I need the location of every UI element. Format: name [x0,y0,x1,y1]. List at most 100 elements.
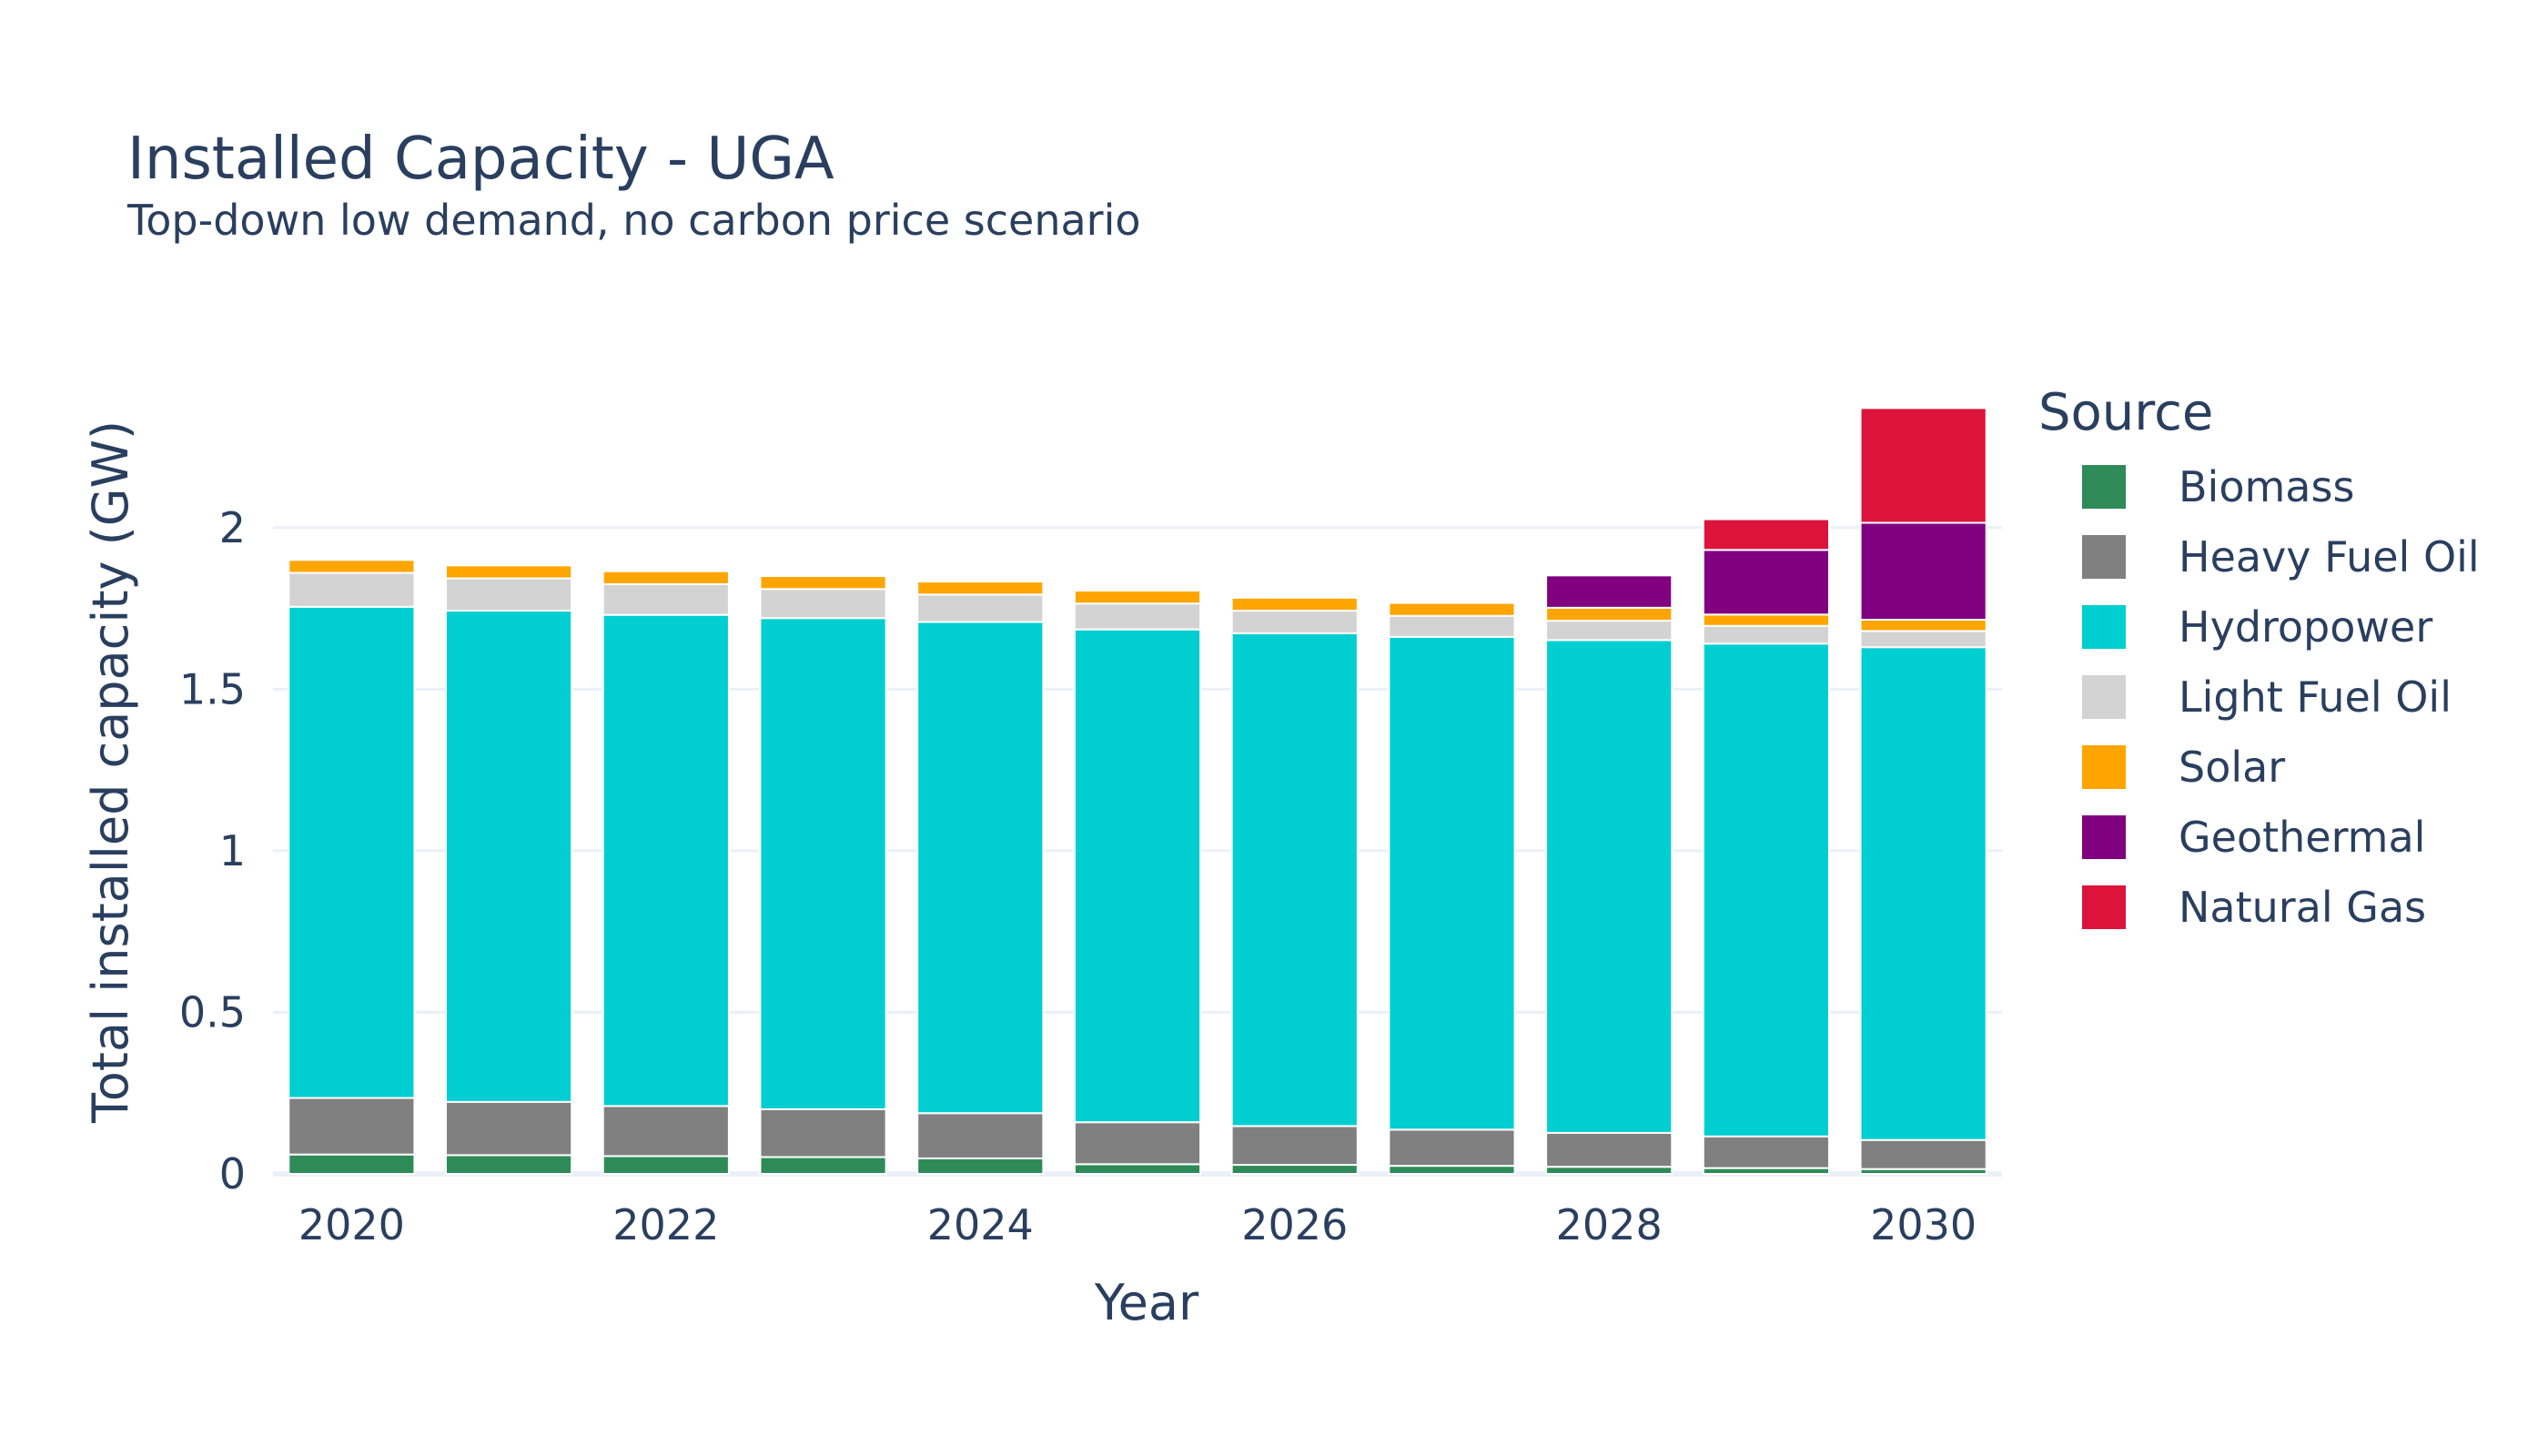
bar-segment-biomass[interactable] [1388,1165,1516,1175]
bar-segment-light-fuel-oil[interactable] [288,571,416,608]
y-tick-label: 1.5 [179,664,246,713]
bar-segment-heavy-fuel-oil[interactable] [1702,1135,1831,1169]
bar-segment-solar[interactable] [1230,596,1359,612]
legend-swatch [2082,885,2126,929]
bars[interactable] [288,407,1987,1175]
bar-segment-heavy-fuel-oil[interactable] [1388,1128,1516,1168]
bar-stack-2021[interactable] [445,564,573,1175]
bar-stack-2022[interactable] [602,570,730,1175]
bar-segment-light-fuel-oil[interactable] [1388,614,1516,638]
bar-segment-heavy-fuel-oil[interactable] [1073,1121,1202,1166]
bar-segment-geothermal[interactable] [1859,521,1987,621]
bar-segment-biomass[interactable] [916,1157,1045,1175]
bar-segment-heavy-fuel-oil[interactable] [1545,1131,1673,1168]
bar-segment-hydropower[interactable] [1230,632,1359,1127]
legend: Source Biomass Heavy Fuel Oil Hydropower Li… [2038,383,2480,932]
bar-segment-solar[interactable] [288,559,416,574]
bar-stack-2025[interactable] [1073,590,1202,1175]
bar-segment-hydropower[interactable] [602,613,730,1107]
bar-segment-hydropower[interactable] [1859,646,1987,1141]
legend-items: Biomass Heavy Fuel Oil Hydropower Light Fue… [2082,462,2480,932]
bar-segment-solar[interactable] [1859,619,1987,632]
bar-segment-solar[interactable] [759,575,887,591]
x-axis-ticks: 2020 2022 2024 2026 2028 2030 [298,1200,1977,1249]
bar-segment-solar[interactable] [602,570,730,585]
y-axis-ticks: 0 0.5 1 1.5 2 [179,503,246,1198]
x-tick-label: 2026 [1241,1200,1348,1249]
bar-segment-hydropower[interactable] [288,605,416,1099]
bar-segment-geothermal[interactable] [1702,549,1831,616]
bar-segment-light-fuel-oil[interactable] [445,577,573,612]
bar-segment-light-fuel-oil[interactable] [1230,610,1359,634]
bar-segment-biomass[interactable] [1545,1166,1673,1175]
legend-label: Biomass [2179,462,2354,511]
bar-segment-geothermal[interactable] [1545,574,1673,609]
bar-segment-light-fuel-oil[interactable] [1702,624,1831,645]
bar-segment-natural-gas[interactable] [1859,407,1987,524]
legend-item-hydropower[interactable]: Hydropower [2082,602,2432,652]
legend-item-biomass[interactable]: Biomass [2082,462,2354,511]
legend-item-heavy-fuel-oil[interactable]: Heavy Fuel Oil [2082,532,2480,581]
chart-subtitle: Top-down low demand, no carbon price sce… [126,196,1141,245]
x-axis-label: Year [1094,1274,1199,1331]
legend-label: Light Fuel Oil [2179,672,2452,722]
bar-segment-biomass[interactable] [602,1155,730,1175]
bar-segment-hydropower[interactable] [1545,639,1673,1134]
bar-segment-biomass[interactable] [1073,1163,1202,1175]
bar-segment-heavy-fuel-oil[interactable] [1859,1138,1987,1170]
legend-item-light-fuel-oil[interactable]: Light Fuel Oil [2082,672,2452,722]
y-tick-label: 0 [219,1149,246,1198]
bar-segment-light-fuel-oil[interactable] [1859,630,1987,649]
bar-segment-solar[interactable] [1073,590,1202,605]
bar-segment-biomass[interactable] [759,1156,887,1175]
legend-swatch [2082,815,2126,859]
legend-swatch [2082,745,2126,789]
x-tick-label: 2020 [298,1200,405,1249]
bar-segment-solar[interactable] [1545,606,1673,622]
legend-label: Solar [2179,743,2285,792]
legend-label: Heavy Fuel Oil [2179,532,2480,581]
bar-stack-2028[interactable] [1545,574,1673,1175]
legend-swatch [2082,465,2126,509]
bar-segment-heavy-fuel-oil[interactable] [288,1097,416,1156]
bar-segment-hydropower[interactable] [1702,642,1831,1138]
bar-segment-hydropower[interactable] [916,621,1045,1115]
legend-swatch [2082,535,2126,579]
bar-segment-biomass[interactable] [1230,1164,1359,1175]
bar-stack-2029[interactable] [1702,518,1831,1175]
bar-stack-2024[interactable] [916,581,1045,1175]
bar-stack-2030[interactable] [1859,407,1987,1175]
bar-segment-solar[interactable] [916,581,1045,596]
bar-segment-solar[interactable] [445,564,573,580]
bar-segment-light-fuel-oil[interactable] [602,582,730,616]
bar-segment-light-fuel-oil[interactable] [759,588,887,620]
bar-segment-biomass[interactable] [445,1154,573,1175]
bar-segment-solar[interactable] [1702,613,1831,627]
bar-stack-2023[interactable] [759,575,887,1175]
bar-segment-hydropower[interactable] [445,610,573,1103]
bar-stack-2026[interactable] [1230,596,1359,1175]
bar-segment-light-fuel-oil[interactable] [916,593,1045,623]
bar-segment-heavy-fuel-oil[interactable] [916,1112,1045,1159]
bar-segment-light-fuel-oil[interactable] [1545,620,1673,642]
legend-swatch [2082,675,2126,719]
bar-segment-biomass[interactable] [288,1153,416,1175]
bar-stack-2020[interactable] [288,559,416,1175]
bar-segment-heavy-fuel-oil[interactable] [602,1105,730,1158]
bar-segment-heavy-fuel-oil[interactable] [445,1100,573,1157]
legend-item-natural-gas[interactable]: Natural Gas [2082,883,2426,932]
bar-stack-2027[interactable] [1388,602,1516,1175]
y-tick-label: 1 [219,826,246,875]
bar-segment-solar[interactable] [1388,602,1516,617]
bar-segment-hydropower[interactable] [1388,635,1516,1131]
bar-segment-heavy-fuel-oil[interactable] [1230,1125,1359,1167]
bar-segment-light-fuel-oil[interactable] [1073,602,1202,631]
x-tick-label: 2028 [1556,1200,1663,1249]
legend-item-solar[interactable]: Solar [2082,743,2285,792]
bar-segment-hydropower[interactable] [1073,628,1202,1124]
bar-segment-natural-gas[interactable] [1702,518,1831,551]
bar-segment-hydropower[interactable] [759,617,887,1110]
legend-item-geothermal[interactable]: Geothermal [2082,813,2425,862]
chart-title: Installed Capacity - UGA [127,126,834,193]
bar-segment-heavy-fuel-oil[interactable] [759,1107,887,1158]
